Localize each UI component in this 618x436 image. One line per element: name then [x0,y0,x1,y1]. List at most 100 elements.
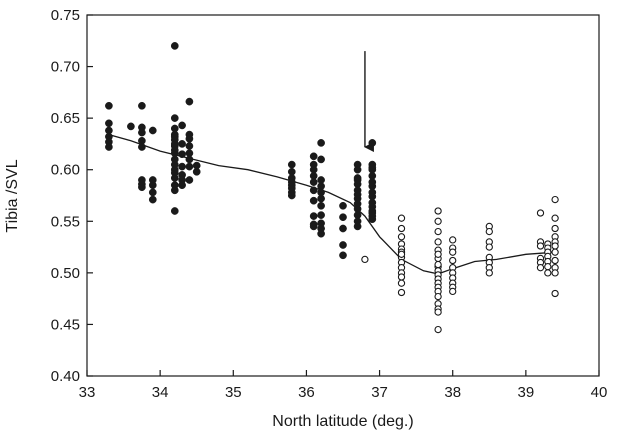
filled-data-point [170,146,179,154]
y-axis-label: Tibia /SVL [4,159,21,232]
filled-data-point [185,155,194,164]
filled-data-point [105,119,113,128]
filled-data-point [148,188,157,197]
open-data-point [434,250,442,258]
open-data-point [434,217,442,225]
filled-data-point [339,201,347,210]
y-tick-label: 0.55 [51,213,80,230]
y-axis-ticks: 0.40 0.45 0.50 0.55 0.60 0.65 0.70 0.75 [51,7,93,385]
open-data-point [397,250,406,258]
filled-data-point [178,121,186,130]
x-tick-label: 40 [591,384,608,401]
filled-data-point [170,207,179,215]
filled-data-point [185,162,194,171]
filled-data-point [148,126,157,135]
filled-data-point [185,134,194,143]
open-data-point [544,269,552,277]
x-tick-label: 37 [371,384,388,401]
filled-data-point [192,167,201,176]
filled-data-point [185,176,194,184]
open-data-point [434,207,442,215]
open-data-point [551,256,559,265]
open-data-point [434,325,442,334]
y-tick-label: 0.50 [51,265,80,282]
filled-data-point [148,195,157,204]
open-data-point [544,263,552,271]
open-data-point [536,264,545,272]
y-tick-label: 0.40 [51,368,80,385]
filled-data-point [309,212,318,220]
open-data-point [485,227,493,236]
filled-data-point [368,163,377,172]
filled-data-point [170,42,179,50]
filled-data-point [309,196,318,205]
x-tick-label: 35 [225,384,242,401]
filled-data-point [178,150,186,159]
x-axis-ticks: 33 34 35 36 37 38 39 40 [79,370,608,401]
y-tick-label: 0.45 [51,316,80,333]
filled-data-point [309,186,318,195]
filled-data-point [170,174,179,182]
filled-marker-series [105,42,377,260]
open-data-point [449,248,457,256]
plot-frame [86,14,600,377]
open-data-point [397,233,406,241]
open-data-point [485,269,493,277]
y-tick-label: 0.65 [51,110,80,127]
filled-data-point [287,160,296,169]
filled-data-point [317,229,325,238]
open-data-point [434,238,442,246]
filled-data-point [339,241,347,249]
open-data-point [551,269,559,277]
open-data-point [551,195,559,204]
filled-data-point [138,128,146,137]
open-data-point [434,292,442,301]
open-data-point [551,248,559,256]
filled-data-point [185,142,194,150]
filled-data-point [178,181,186,190]
filled-data-point [339,213,347,222]
filled-data-point [317,194,325,203]
open-data-point [361,255,369,264]
filled-data-point [317,201,325,210]
open-data-point [434,260,442,269]
filled-data-point [309,222,318,231]
filled-data-point [368,215,377,224]
open-data-point [397,279,406,287]
filled-data-point [148,181,157,190]
x-tick-label: 39 [518,384,535,401]
filled-data-point [170,186,179,195]
filled-data-point [105,101,113,110]
filled-data-point [178,140,186,148]
filled-data-point [170,114,179,122]
filled-data-point [138,183,146,192]
open-data-point [551,242,559,250]
filled-data-point [178,162,186,171]
open-data-point [397,224,406,233]
open-data-point [449,287,457,296]
y-tick-label: 0.60 [51,162,80,179]
open-data-point [397,273,406,281]
open-data-point [449,256,457,265]
x-axis-label: North latitude (deg.) [272,413,413,430]
filled-data-point [317,155,325,164]
y-tick-label: 0.75 [51,7,80,24]
filled-data-point [287,191,296,200]
filled-data-point [309,178,318,186]
filled-data-point [353,176,362,184]
filled-data-point [353,222,362,231]
filled-data-point [339,224,347,233]
x-tick-label: 33 [79,384,96,401]
x-tick-label: 34 [152,384,169,401]
open-data-point [551,214,559,222]
filled-data-point [185,97,194,106]
filled-data-point [127,122,135,131]
open-data-point [551,224,559,233]
filled-data-point [138,101,146,110]
open-data-point [434,308,442,316]
open-marker-series [361,195,559,334]
open-data-point [397,288,406,297]
y-tick-label: 0.70 [51,59,80,76]
filled-data-point [105,143,113,151]
